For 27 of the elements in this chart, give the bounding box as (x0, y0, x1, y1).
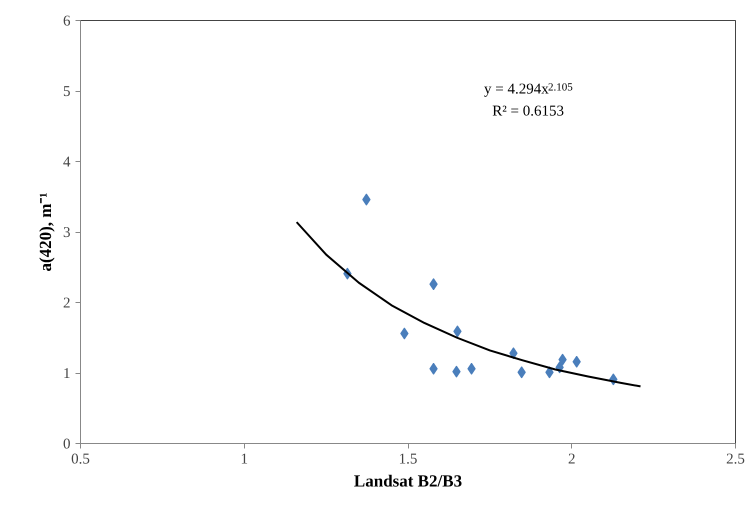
y-axis-title: a(420), m⁻¹ (36, 192, 55, 272)
y-tick-label: 5 (63, 84, 70, 100)
point (467, 362, 476, 375)
y-tick-label: 4 (63, 154, 71, 170)
point (517, 366, 526, 378)
x-axis-title: Landsat B2/B3 (354, 472, 462, 490)
x-tick-label: 0.5 (71, 452, 90, 468)
y-tick-label: 2 (63, 296, 70, 312)
x-tick-label: 1.5 (398, 452, 418, 468)
point (545, 366, 554, 378)
y-tick-label: 0 (63, 436, 70, 452)
point (400, 328, 409, 340)
y-tick-label: 6 (63, 14, 71, 30)
x-tick-label: 2 (568, 452, 576, 468)
y-tick-label: 1 (63, 366, 70, 382)
x-tick-label: 1 (240, 452, 248, 468)
point (429, 278, 438, 290)
y-tick-label: 3 (63, 225, 70, 241)
point (558, 354, 567, 366)
point (572, 356, 581, 368)
point (452, 366, 461, 378)
annotation: R² = 0.6153 (492, 104, 564, 120)
point (362, 194, 371, 206)
point (453, 325, 462, 338)
point (429, 362, 438, 375)
x-tick-label: 2.5 (726, 452, 745, 468)
line-series (296, 221, 642, 388)
